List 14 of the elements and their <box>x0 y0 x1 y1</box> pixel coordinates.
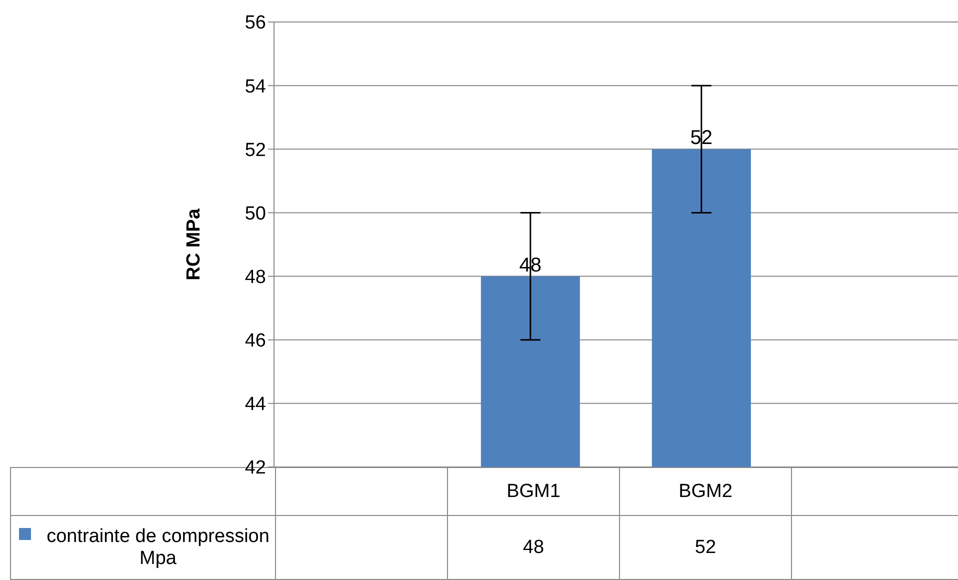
y-tick-label: 44 <box>244 394 266 416</box>
y-tick-label: 50 <box>244 203 266 224</box>
y-tick-label: 48 <box>244 267 266 288</box>
x-tick-label: BGM1 <box>448 468 620 516</box>
legend-label: contrainte de compression Mpa <box>46 526 270 570</box>
y-tick-label: 46 <box>244 330 266 352</box>
y-axis-title: RC MPa <box>184 208 205 280</box>
y-tick-label: 52 <box>244 140 266 161</box>
data-label: 52 <box>620 516 792 580</box>
y-tick-label: 54 <box>244 76 266 98</box>
data-label: 48 <box>448 516 620 580</box>
y-tick-label: 42 <box>244 458 266 479</box>
y-tick-label: 56 <box>244 12 266 34</box>
x-tick-label: BGM2 <box>620 468 792 516</box>
